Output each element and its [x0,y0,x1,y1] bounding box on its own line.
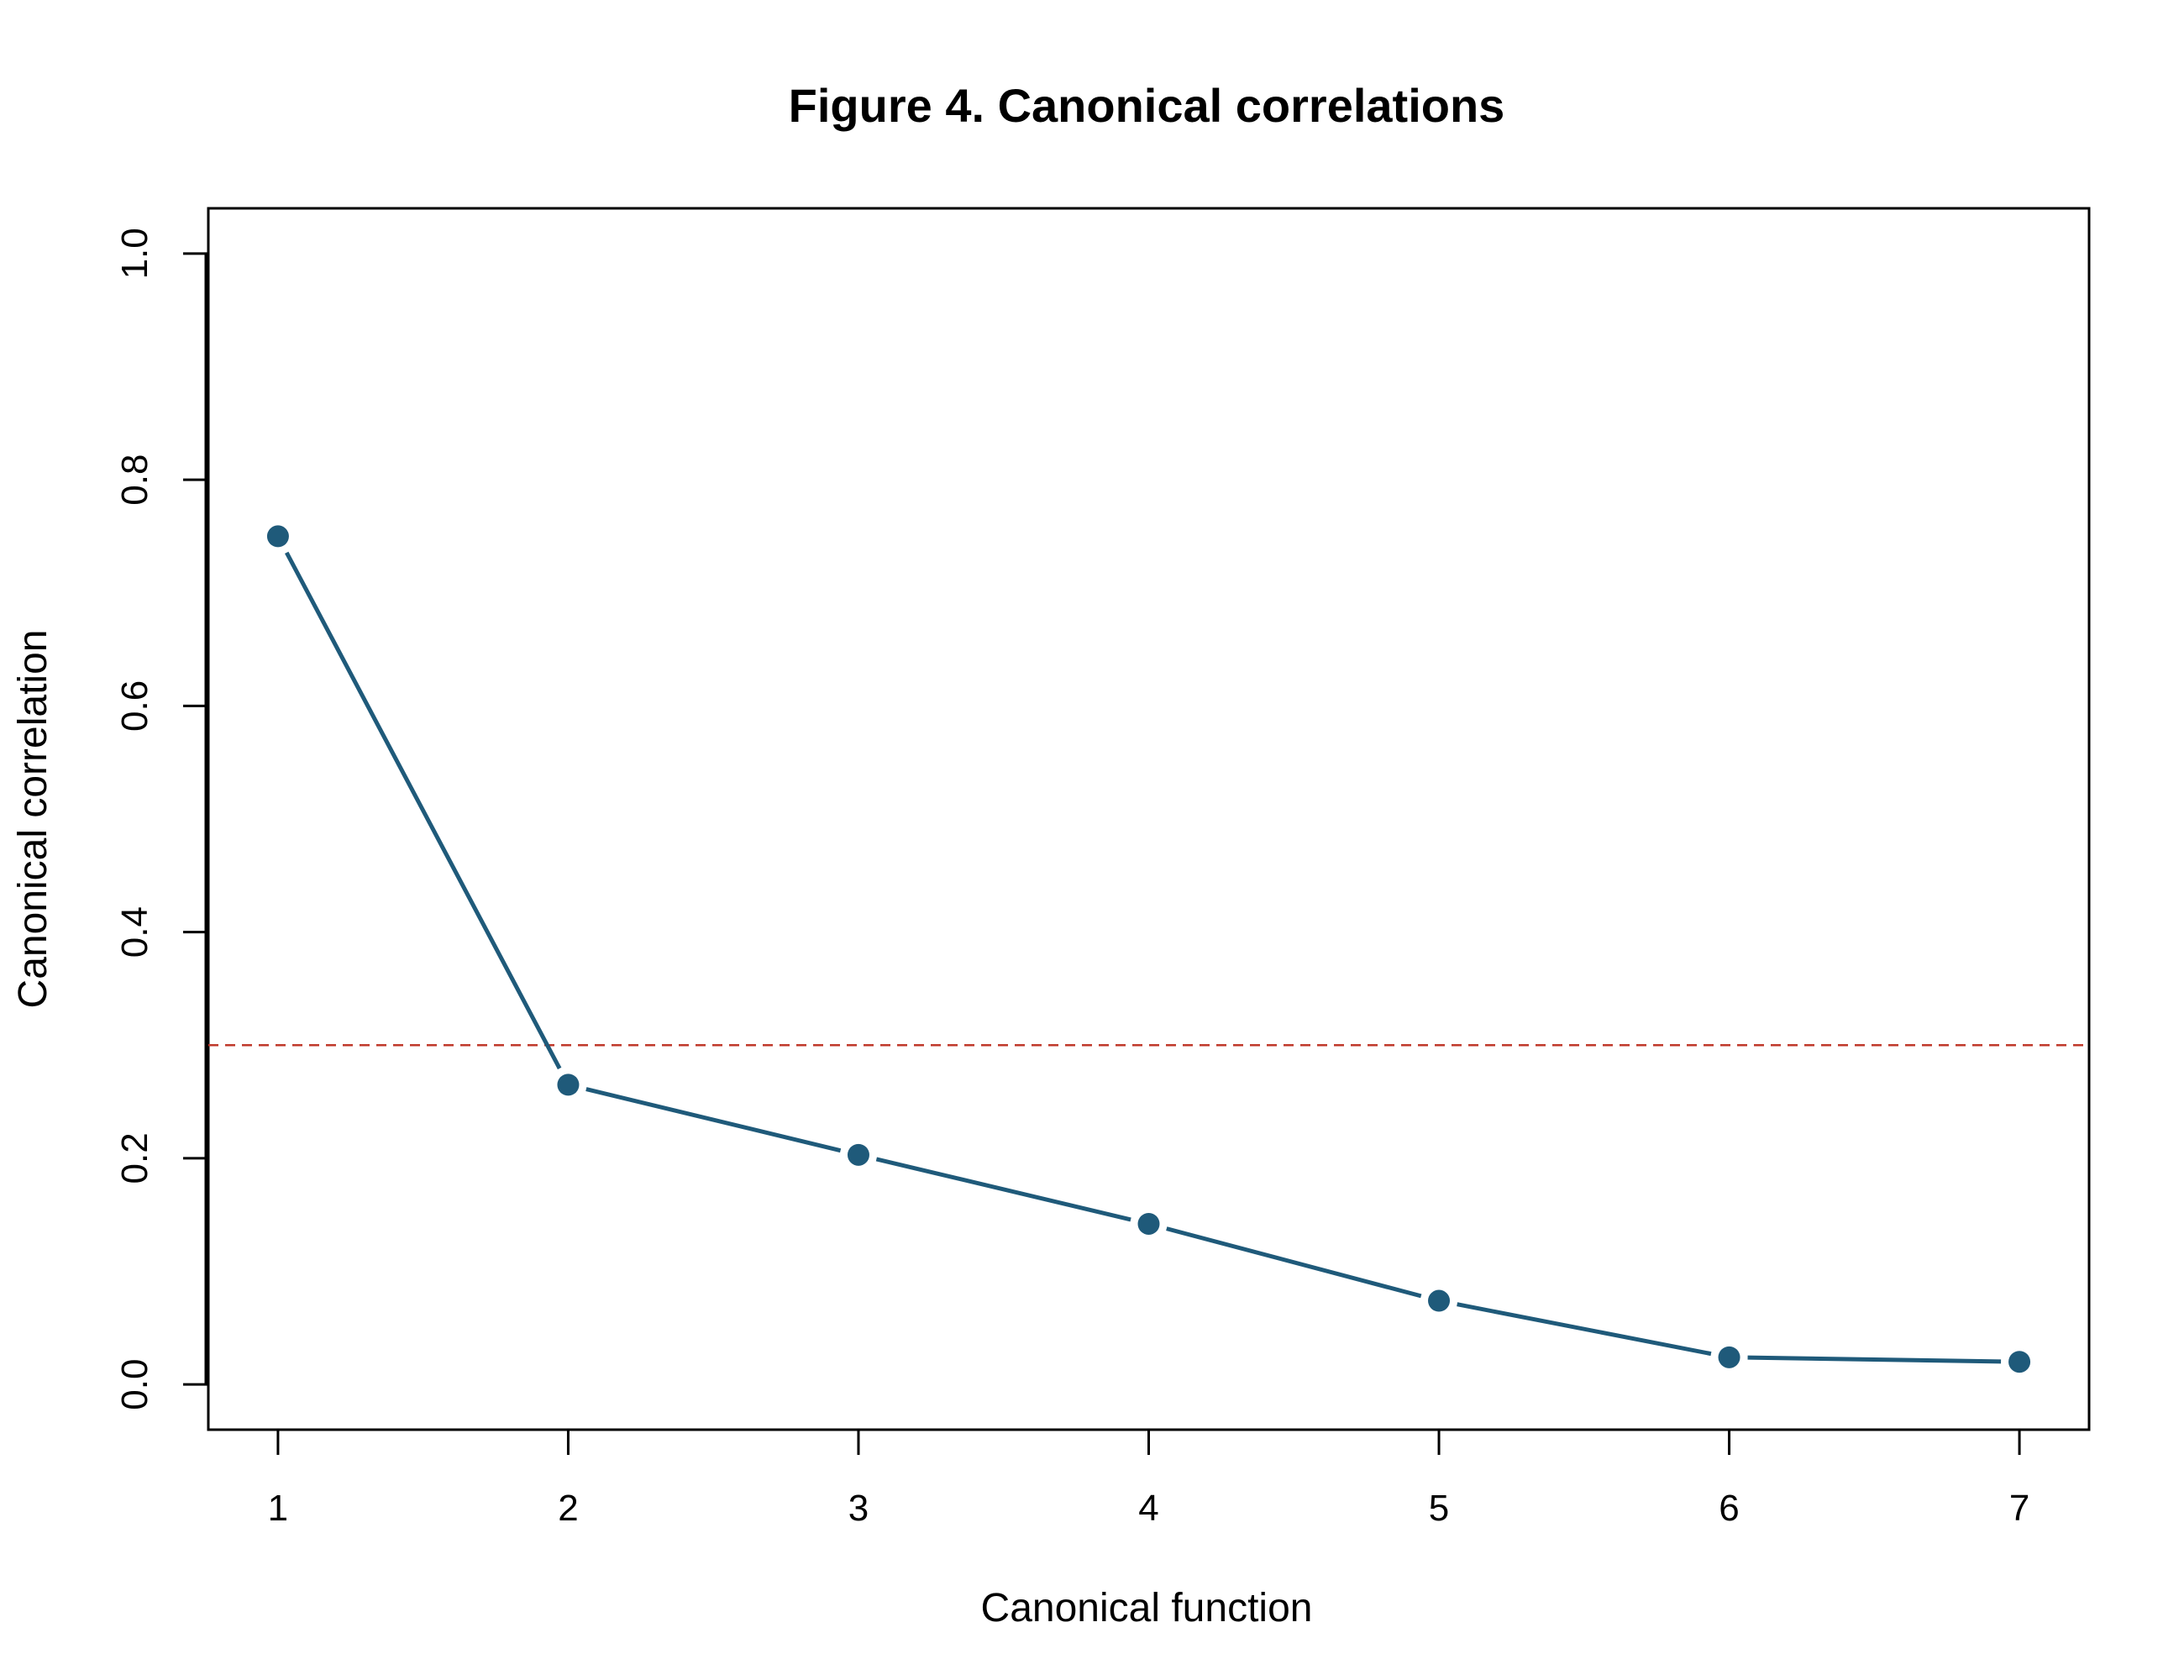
y-tick-label: 0.4 [114,906,155,958]
y-tick-label: 0.6 [114,680,155,732]
series-segment [875,1157,1131,1222]
data-point [847,1143,869,1166]
chart-title: Figure 4. Canonical correlations [789,79,1505,132]
data-point [557,1074,580,1096]
x-tick-label: 6 [1719,1488,1739,1529]
x-tick-label: 7 [2009,1488,2029,1529]
y-axis: 0.0 0.2 0.4 0.6 0.8 1.0 [114,228,208,1410]
data-point [266,525,289,548]
data-point [2008,1351,2031,1373]
y-tick-label: 0.8 [114,454,155,506]
series-segment [285,551,562,1070]
series-layer [266,525,2031,1373]
x-tick-label: 3 [848,1488,869,1529]
data-point [1428,1289,1451,1312]
data-point [1718,1346,1740,1368]
x-tick-label: 5 [1429,1488,1449,1529]
data-point [1137,1212,1160,1235]
plot-frame [207,207,2091,1431]
y-tick-label: 1.0 [114,228,155,279]
series-segment [1457,1302,1712,1357]
x-axis: 1 2 3 4 5 6 7 [268,1428,2029,1529]
series-segment [1747,1355,2002,1364]
x-tick-label: 1 [268,1488,288,1529]
y-tick-label: 0.0 [114,1359,155,1410]
x-tick-label: 2 [558,1488,578,1529]
series-segment [585,1087,842,1153]
x-axis-label: Canonical function [981,1586,1313,1630]
x-tick-label: 4 [1138,1488,1158,1529]
y-tick-label: 0.2 [114,1132,155,1184]
series-segment [1166,1226,1422,1299]
y-axis-label: Canonical correlation [11,630,55,1009]
